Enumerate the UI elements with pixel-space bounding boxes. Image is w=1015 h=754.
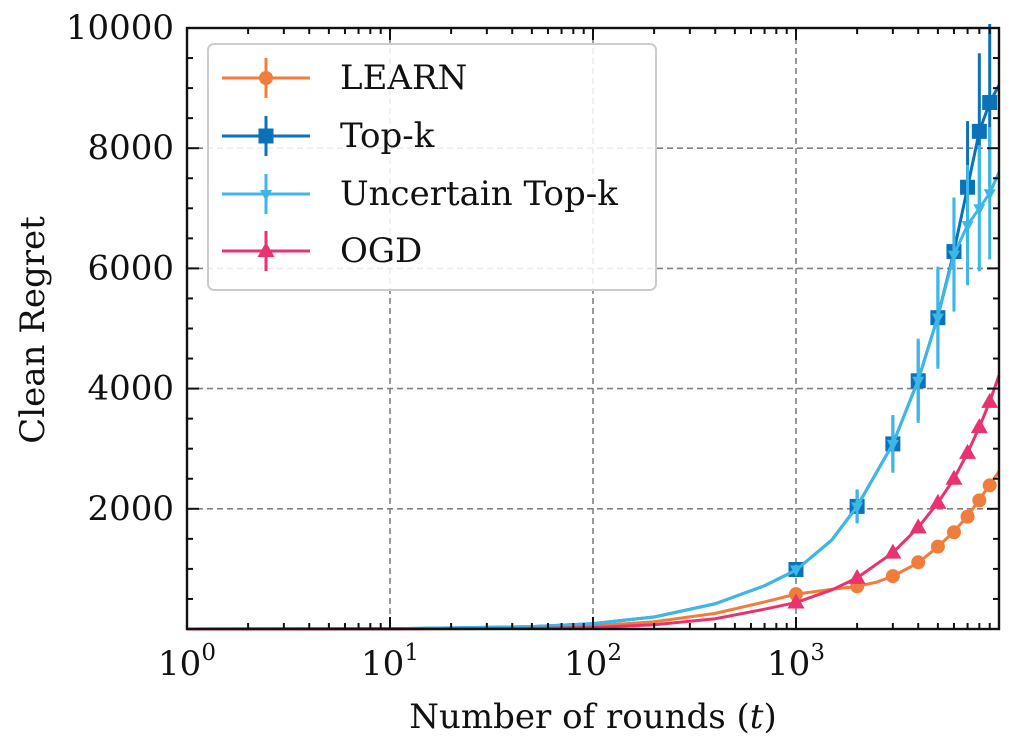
- x-tick-label: 102: [564, 640, 622, 684]
- x-tick-label: 101: [361, 640, 419, 684]
- data-point: [851, 502, 864, 514]
- data-point: [790, 565, 802, 577]
- legend-key-ogd: [222, 231, 310, 271]
- data-point: [909, 518, 927, 534]
- legend-label-top-k: Top-k: [340, 116, 435, 156]
- x-tick-labels: 100 101 102 103: [158, 640, 825, 684]
- y-tick-label: 2000: [87, 489, 174, 529]
- ticks-layer: [186, 27, 999, 630]
- data-point: [931, 313, 944, 325]
- data-point: [930, 539, 945, 554]
- x-tick-label: 100: [158, 640, 216, 684]
- y-tick-label: 10000: [66, 8, 174, 48]
- data-point: [971, 123, 987, 139]
- legend-marker: [259, 71, 273, 85]
- data-point: [912, 376, 925, 388]
- y-tick-label: 6000: [87, 248, 174, 288]
- data-point: [884, 543, 902, 559]
- y-axis-label: Clean Regret: [13, 216, 53, 444]
- legend-key-top-k: [222, 116, 310, 156]
- legend-label-ogd: OGD: [340, 231, 422, 271]
- data-point: [981, 392, 999, 408]
- data-point: [982, 478, 997, 493]
- legend-key-learn: [222, 58, 310, 98]
- legend-box: [207, 43, 657, 291]
- legend-key-uncertain-top-k: [222, 174, 310, 214]
- data-point: [973, 204, 986, 216]
- data-point: [972, 493, 987, 508]
- data-point: [945, 469, 963, 485]
- data-point: [929, 493, 947, 509]
- data-point: [911, 555, 926, 570]
- data-point: [946, 525, 961, 540]
- data-point: [961, 221, 974, 233]
- data-point: [787, 593, 805, 609]
- data-point: [848, 568, 866, 584]
- legend: LEARN Top-k Uncertain Top-k OGD: [207, 43, 657, 291]
- legend-keys: [222, 58, 310, 271]
- legend-marker: [257, 242, 275, 257]
- legend-marker: [258, 128, 274, 144]
- data-point: [960, 509, 975, 524]
- data-point: [983, 189, 996, 201]
- y-tick-label: 4000: [87, 369, 174, 409]
- data-point: [885, 569, 900, 584]
- x-axis-label: Number of rounds (t): [409, 697, 776, 737]
- data-point: [947, 250, 960, 262]
- legend-label-uncertain-top-k: Uncertain Top-k: [340, 174, 618, 214]
- legend-label-learn: LEARN: [340, 58, 467, 98]
- y-tick-label: 8000: [87, 128, 174, 168]
- y-tick-labels: 2000 4000 6000 8000 10000: [66, 8, 174, 529]
- data-point: [959, 443, 977, 459]
- x-tick-label: 103: [767, 640, 825, 684]
- legend-marker: [260, 190, 272, 201]
- data-point: [886, 439, 899, 451]
- data-point: [970, 418, 988, 434]
- data-point: [982, 95, 998, 111]
